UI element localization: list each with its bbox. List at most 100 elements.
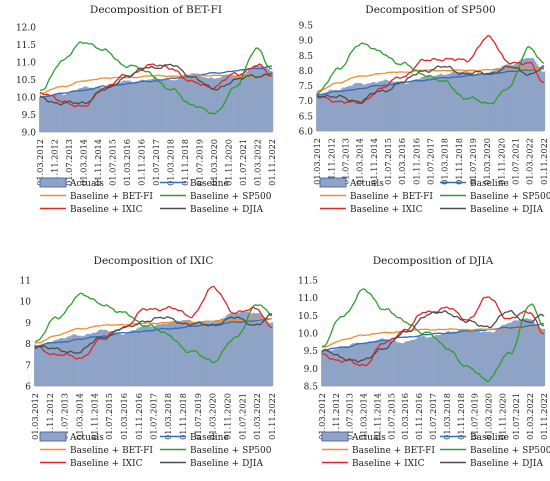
actuals-bar (65, 93, 68, 132)
actuals-bar (438, 74, 441, 131)
actuals-bar (391, 81, 394, 131)
actuals-bar (500, 325, 503, 386)
actuals-bar (178, 77, 181, 132)
actuals-bar (167, 323, 170, 386)
actuals-bar (428, 337, 431, 386)
x-tick-label: 01.03.2014 (359, 393, 369, 440)
actuals-bar (45, 342, 48, 386)
actuals-bar (473, 74, 476, 131)
actuals-bar (130, 330, 133, 386)
actuals-bar (217, 77, 220, 132)
actuals-bar (432, 336, 435, 386)
actuals-bar (92, 332, 95, 386)
actuals-bar (58, 93, 61, 132)
x-tick-label: 01.07.2019 (468, 138, 478, 185)
legend-label: Baseline + SP500 (470, 192, 550, 202)
actuals-bar (534, 61, 537, 131)
actuals-bar (454, 331, 457, 386)
actuals-bar (86, 333, 90, 386)
actuals-bar (232, 312, 235, 386)
actuals-bar (256, 313, 259, 386)
actuals-bar (401, 83, 404, 131)
actuals-bar (423, 336, 426, 386)
series-line-baseline-sp500 (321, 288, 545, 383)
actuals-bar (176, 79, 179, 132)
actuals-bar (261, 317, 265, 386)
y-tick-label: 9.5 (304, 347, 319, 357)
actuals-bar (85, 86, 88, 132)
actuals-bar (210, 322, 214, 386)
actuals-bar (363, 84, 366, 131)
actuals-bar (185, 74, 188, 132)
actuals-bar (34, 344, 37, 386)
actuals-bar (94, 332, 97, 386)
actuals-bar (392, 340, 395, 386)
actuals-bar (135, 81, 138, 132)
actuals-bar (406, 83, 409, 131)
chart-panel-decomposition-of-djia: Decomposition of DJIA 8.5 9.0 9.5 10.0 10.5 11… (298, 255, 550, 469)
actuals-bar (117, 82, 120, 132)
actuals-bar (433, 76, 436, 131)
x-tick-label: 01.11.2014 (369, 138, 379, 185)
x-tick-label: 01.03.2022 (525, 138, 535, 185)
actuals-bar (119, 334, 122, 386)
actuals-bar (41, 343, 44, 386)
x-tick-label: 01.11.2020 (223, 393, 233, 440)
actuals-bar (162, 80, 165, 132)
legend-label: Baseline + DJIA (470, 459, 543, 469)
x-tick-label: 01.03.2018 (163, 393, 173, 440)
actuals-bar (405, 83, 408, 131)
actuals-bar (230, 75, 233, 132)
actuals-bar (214, 78, 217, 132)
actuals-bar (359, 83, 362, 131)
actuals-bar (445, 74, 448, 131)
actuals-bar (70, 335, 73, 386)
x-tick-label: 01.03.2016 (122, 139, 132, 186)
actuals-bar (536, 64, 539, 131)
y-tick-label: 9.5 (22, 111, 37, 121)
actuals-bar (258, 65, 261, 132)
actuals-bar (68, 336, 71, 386)
actuals-bar (499, 67, 502, 131)
actuals-bar (171, 80, 174, 132)
actuals-bar (169, 80, 172, 132)
y-tick-label: 6.5 (299, 112, 314, 122)
actuals-bar (165, 79, 168, 132)
actuals-bar (105, 329, 108, 386)
actuals-bar (181, 75, 184, 132)
actuals-bar (160, 79, 163, 132)
actuals-bar (203, 77, 206, 132)
legend-label: Baseline + SP500 (190, 192, 272, 202)
x-tick-label: 01.03.2012 (35, 139, 45, 186)
actuals-bar (234, 312, 237, 386)
actuals-bar (389, 81, 392, 131)
y-tick-label: 8 (25, 340, 31, 350)
legend-label: Actuals (69, 433, 104, 443)
actuals-bar (196, 73, 199, 132)
actuals-bar (243, 311, 246, 386)
actuals-bar (370, 82, 373, 131)
actuals-bar (445, 331, 448, 386)
actuals-bar (78, 88, 81, 132)
actuals-bar (322, 351, 325, 386)
actuals-bar (375, 340, 378, 386)
actuals-bar (515, 320, 518, 386)
x-tick-label: 01.07.2019 (194, 139, 204, 186)
actuals-bar (522, 59, 525, 132)
actuals-bar (483, 331, 486, 386)
actuals-bar (385, 80, 389, 131)
actuals-bar (441, 74, 444, 131)
legend-label: Baseline + BET-FI (350, 192, 433, 202)
chart-panel-decomposition-of-bet-fi: Decomposition of BET-FI 9.0 9.5 10.0 10.5 11.… (16, 4, 277, 215)
x-tick-label: 01.11.2016 (137, 139, 147, 186)
actuals-bar (398, 81, 401, 131)
actuals-bar (65, 337, 68, 386)
actuals-bar (252, 312, 255, 386)
actuals-bar (436, 75, 439, 131)
x-tick-label: 01.07.2013 (340, 138, 350, 185)
actuals-bar (378, 81, 382, 131)
actuals-bar (519, 319, 522, 386)
actuals-bar (539, 328, 542, 386)
actuals-bar (249, 313, 252, 386)
